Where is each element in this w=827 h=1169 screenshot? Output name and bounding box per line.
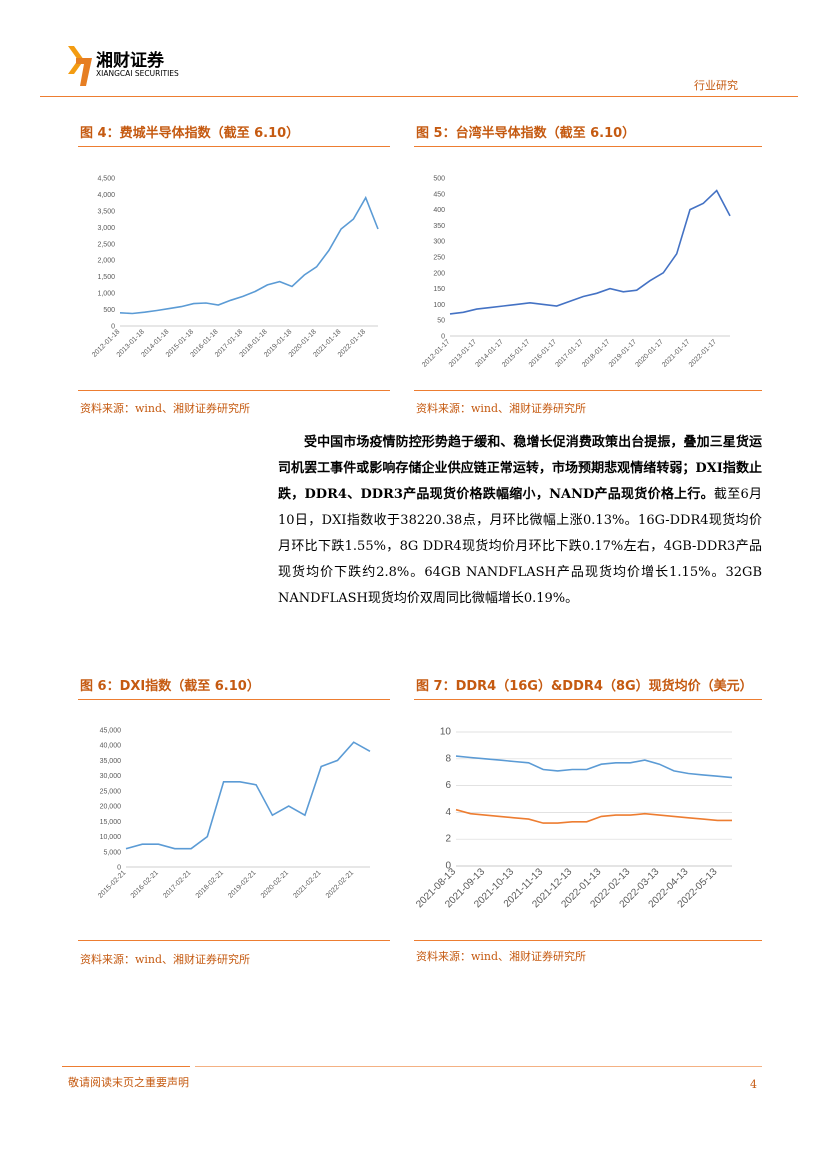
y-tick-label: 3,000 bbox=[97, 225, 115, 232]
rule bbox=[414, 699, 762, 700]
chart: 0 5,000 10,000 15,000 20,000 25,000 30,000 35,0… bbox=[97, 728, 371, 900]
y-tick-label: 10,000 bbox=[100, 834, 122, 841]
y-tick-label: 3,500 bbox=[97, 208, 115, 215]
figure-title: 图 5：台湾半导体指数（截至 6.10） bbox=[416, 126, 636, 141]
y-tick-label: 10 bbox=[440, 727, 452, 738]
y-tick-label: 35,000 bbox=[100, 758, 122, 765]
y-tick-label: 25,000 bbox=[100, 788, 122, 795]
y-tick-label: 200 bbox=[433, 270, 445, 277]
y-tick-label: 2,000 bbox=[97, 258, 115, 265]
y-tick-label: 350 bbox=[433, 223, 445, 230]
y-tick-label: 4,500 bbox=[97, 176, 115, 183]
rule bbox=[414, 390, 762, 391]
y-tick-label: 400 bbox=[433, 207, 445, 214]
source: 资料来源：wind、湘财证券研究所 bbox=[416, 402, 587, 415]
y-tick-label: 50 bbox=[437, 318, 445, 325]
section: 行业研究 bbox=[694, 79, 738, 92]
y-tick-label: 150 bbox=[433, 286, 445, 293]
y-tick-label: 500 bbox=[433, 176, 445, 183]
brand-en: XIANGCAI SECURITIES bbox=[96, 69, 179, 78]
series-line bbox=[449, 189, 731, 315]
header-rule bbox=[40, 96, 798, 97]
y-tick-label: 8 bbox=[445, 753, 451, 764]
y-tick-label: 0 bbox=[445, 861, 451, 872]
x-tick-label: 2019-02-21 bbox=[227, 869, 257, 899]
y-tick-label: 20,000 bbox=[100, 804, 122, 811]
series-line bbox=[119, 195, 379, 315]
page-number: 4 bbox=[750, 1078, 757, 1091]
y-tick-label: 4 bbox=[445, 807, 451, 818]
x-tick-label: 2018-02-21 bbox=[195, 869, 225, 899]
y-tick-label: 0 bbox=[111, 324, 115, 331]
brand: 湘财证券 bbox=[96, 51, 164, 71]
x-tick-label: 2020-02-21 bbox=[260, 869, 290, 899]
series-line bbox=[125, 741, 371, 850]
disclaimer: 敬请阅读末页之重要声明 bbox=[68, 1076, 189, 1089]
y-tick-label: 0 bbox=[117, 865, 121, 872]
source: 资料来源：wind、湘财证券研究所 bbox=[80, 953, 251, 966]
y-tick-label: 450 bbox=[433, 191, 445, 198]
body-bold: 受中国市场疫情防控形势趋于缓和、稳增长促消费政策出台提振，叠加三星货运司机罢工事… bbox=[278, 435, 762, 502]
x-tick-label: 2021-02-21 bbox=[292, 869, 322, 899]
y-tick-label: 100 bbox=[433, 302, 445, 309]
source: 资料来源：wind、湘财证券研究所 bbox=[80, 402, 251, 415]
x-tick-label: 2016-02-21 bbox=[130, 869, 160, 899]
footer-rule bbox=[195, 1066, 762, 1067]
y-tick-label: 250 bbox=[433, 255, 445, 262]
figure-title: 图 6：DXI指数（截至 6.10） bbox=[80, 679, 260, 694]
rule bbox=[414, 146, 762, 147]
y-tick-label: 1,500 bbox=[97, 274, 115, 281]
body-normal: 截至6月10日，DXI指数收于38220.38点，月环比微幅上涨0.13%。16… bbox=[278, 487, 762, 606]
rule bbox=[78, 699, 390, 700]
series-line bbox=[455, 808, 732, 824]
body-text: 受中国市场疫情防控形势趋于缓和、稳增长促消费政策出台提振，叠加三星货运司机罢工事… bbox=[278, 430, 762, 612]
y-tick-label: 5,000 bbox=[103, 849, 121, 856]
x-tick-label: 2017-02-21 bbox=[162, 869, 192, 899]
y-tick-label: 1,000 bbox=[97, 291, 115, 298]
x-tick-label: 2022-01-17 bbox=[688, 338, 718, 368]
y-tick-label: 6 bbox=[445, 780, 451, 791]
x-tick-label: 2022-02-21 bbox=[325, 869, 355, 899]
source: 资料来源：wind、湘财证券研究所 bbox=[416, 950, 587, 963]
x-tick-label: 2015-02-21 bbox=[97, 869, 127, 899]
rule bbox=[78, 940, 390, 941]
y-tick-label: 15,000 bbox=[100, 819, 122, 826]
rule bbox=[78, 146, 390, 147]
y-tick-label: 30,000 bbox=[100, 773, 122, 780]
figure-title: 图 7：DDR4（16G）&DDR4（8G）现货均价（美元） bbox=[416, 679, 753, 694]
y-tick-label: 2 bbox=[445, 834, 451, 845]
chart: 0 500 1,000 1,500 2,000 2,500 3,000 3,500 4,000 4… bbox=[91, 176, 379, 359]
chart: 02468102021-08-132021-09-132021-10-13202… bbox=[414, 727, 733, 910]
figure-title: 图 4：费城半导体指数（截至 6.10） bbox=[80, 126, 300, 141]
rule bbox=[414, 940, 762, 941]
y-tick-label: 500 bbox=[103, 307, 115, 314]
y-tick-label: 300 bbox=[433, 239, 445, 246]
y-tick-label: 40,000 bbox=[100, 743, 122, 750]
y-tick-label: 4,000 bbox=[97, 192, 115, 199]
footer-rule bbox=[62, 1066, 190, 1067]
rule bbox=[78, 390, 390, 391]
y-tick-label: 0 bbox=[441, 334, 445, 341]
logo-icon bbox=[68, 46, 92, 86]
series-line bbox=[455, 755, 733, 779]
y-tick-label: 45,000 bbox=[100, 728, 122, 735]
y-tick-label: 2,500 bbox=[97, 241, 115, 248]
chart: 0501001502002503003504004505002012-01-17… bbox=[421, 176, 731, 369]
